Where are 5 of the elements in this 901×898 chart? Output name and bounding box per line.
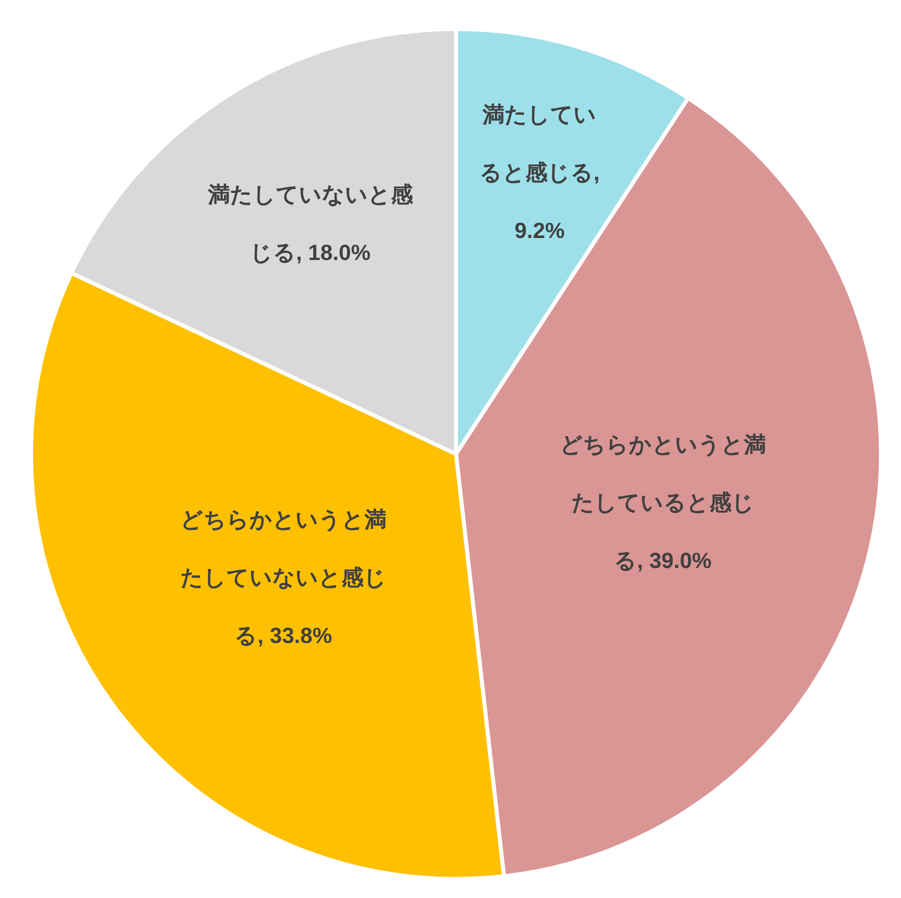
- category-label: 満たしていると感じる,: [480, 102, 600, 185]
- category-label: どちらかというと満たしていると感じる, 39.0%: [560, 432, 766, 573]
- category-label: 満たしていないと感じる, 18.0%: [208, 182, 413, 266]
- text: 9.2%: [514, 218, 565, 243]
- category-label: どちらかというと満たしていないと感じる, 33.8%: [180, 506, 386, 648]
